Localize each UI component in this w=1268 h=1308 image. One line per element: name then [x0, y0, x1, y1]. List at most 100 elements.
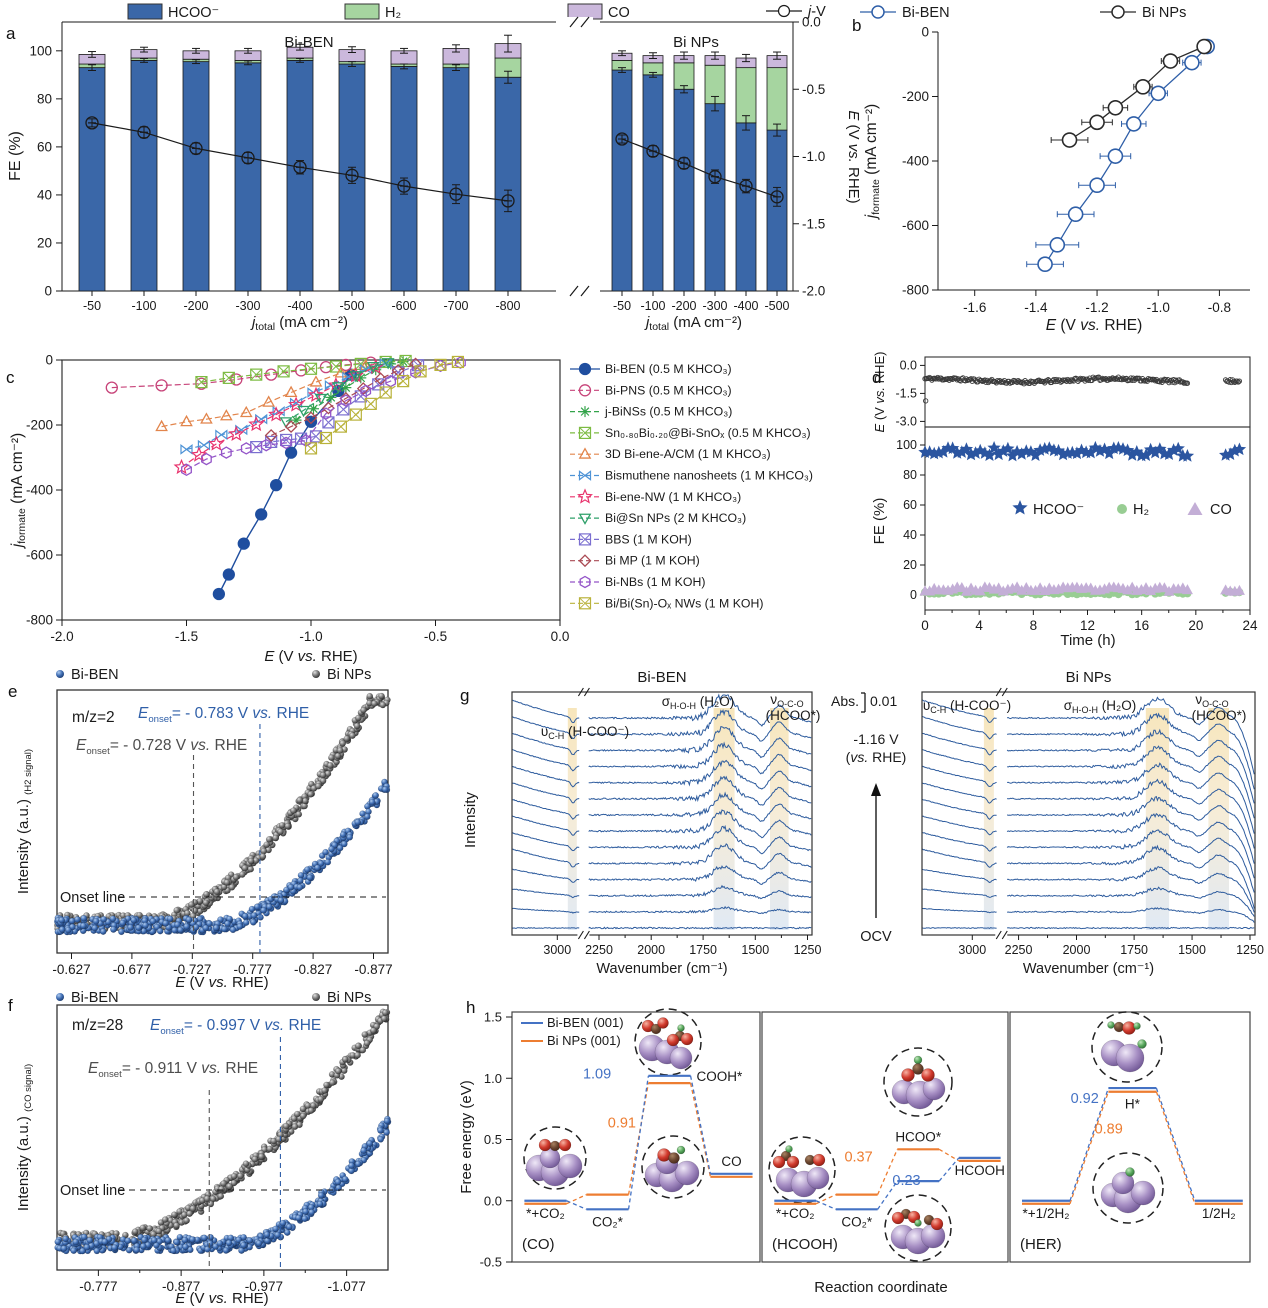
svg-text:-0.877: -0.877	[162, 1279, 200, 1294]
svg-text:Bi NPs: Bi NPs	[327, 667, 371, 683]
svg-text:0: 0	[921, 618, 929, 633]
svg-text:FE (%): FE (%)	[871, 498, 888, 545]
svg-text:3D Bi-ene-A/CM (1 M KHCO₃): 3D Bi-ene-A/CM (1 M KHCO₃)	[605, 447, 771, 461]
svg-text:Sn₀.₈₀Bi₀.₂₀@Bi-SnOₓ (0.5 M KH: Sn₀.₈₀Bi₀.₂₀@Bi-SnOₓ (0.5 M KHCO₃)	[605, 426, 811, 440]
svg-text:-200: -200	[26, 418, 53, 433]
svg-text:νO-C-O: νO-C-O	[770, 692, 803, 709]
svg-text:2250: 2250	[585, 943, 613, 957]
svg-text:-800: -800	[902, 283, 929, 298]
svg-text:-1.5: -1.5	[895, 386, 917, 400]
svg-text:-0.627: -0.627	[52, 962, 90, 977]
svg-text:Bi NPs: Bi NPs	[1142, 5, 1186, 21]
svg-text:-1.0: -1.0	[1147, 300, 1170, 315]
svg-text:Bi MP (1 M KOH): Bi MP (1 M KOH)	[605, 554, 700, 568]
svg-text:-0.5: -0.5	[802, 82, 825, 97]
svg-text:-800: -800	[26, 613, 53, 628]
panel-e-label: e	[8, 682, 18, 701]
svg-text:-3.0: -3.0	[895, 414, 917, 428]
svg-text:0.0: 0.0	[551, 629, 570, 644]
svg-text:*+1/2H₂: *+1/2H₂	[1023, 1206, 1070, 1221]
svg-text:Bi-ene-NW (1 M KHCO₃): Bi-ene-NW (1 M KHCO₃)	[605, 490, 741, 504]
svg-text:HCOO⁻: HCOO⁻	[168, 5, 219, 21]
svg-text:COOH*: COOH*	[697, 1069, 744, 1084]
panel-h-label: h	[466, 998, 476, 1017]
svg-text:j-V: j-V	[806, 4, 826, 20]
svg-text:Intensity: Intensity	[462, 792, 479, 848]
svg-text:-200: -200	[902, 89, 929, 104]
panel-g-chart: 3000 2250 2000 1750 1500 1250 Wavenumber (cm⁻¹…	[462, 669, 1264, 977]
svg-text:jtotal (mA cm⁻²): jtotal (mA cm⁻²)	[250, 314, 348, 333]
svg-text:-400: -400	[902, 154, 929, 169]
svg-text:BBS (1 M KOH): BBS (1 M KOH)	[605, 532, 692, 546]
svg-text:60: 60	[37, 139, 52, 154]
svg-text:0.89: 0.89	[1095, 1121, 1123, 1137]
panel-b-chart: 0 -200 -400 -600 -800 -1.6 -1.4 -1.2 -1.0 -0.8 E (…	[860, 5, 1250, 334]
panel-c-label: c	[6, 368, 15, 387]
svg-text:*+CO₂: *+CO₂	[526, 1206, 565, 1221]
svg-text:-1.5: -1.5	[802, 216, 825, 231]
svg-text:Bi-BEN: Bi-BEN	[71, 667, 119, 683]
panel-b-label: b	[852, 16, 862, 35]
svg-text:-50: -50	[613, 299, 631, 313]
svg-text:-400: -400	[26, 483, 53, 498]
svg-text:j-BiNSs (0.5 M KHCO₃): j-BiNSs (0.5 M KHCO₃)	[604, 405, 732, 419]
svg-text:Bi NPs: Bi NPs	[1066, 669, 1112, 686]
svg-text:1750: 1750	[689, 943, 717, 957]
legend-swatch	[127, 3, 163, 20]
svg-text:m/z=2: m/z=2	[72, 709, 115, 726]
panel-f-chart: -0.777 -0.877 -0.977 -1.077 E (V vs. RHE) Int…	[15, 990, 392, 1307]
svg-text:0.37: 0.37	[844, 1150, 872, 1166]
svg-text:HCOO*: HCOO*	[895, 1129, 942, 1144]
svg-text:1.09: 1.09	[583, 1066, 611, 1082]
svg-text:Bi/Bi(Sn)-Oₓ NWs (1 M KOH): Bi/Bi(Sn)-Oₓ NWs (1 M KOH)	[605, 596, 763, 610]
svg-text:0.01: 0.01	[870, 693, 897, 709]
svg-text:CO: CO	[721, 1154, 741, 1169]
svg-text:-2.0: -2.0	[802, 284, 825, 299]
svg-text:E (V vs. RHE): E (V vs. RHE)	[264, 648, 357, 665]
svg-text:σH-O-H (H₂O): σH-O-H (H₂O)	[662, 694, 735, 711]
svg-text:E (V vs. RHE): E (V vs. RHE)	[175, 1290, 268, 1307]
svg-text:jtotal (mA cm⁻²): jtotal (mA cm⁻²)	[644, 314, 742, 333]
svg-text:-700: -700	[443, 299, 468, 313]
svg-text:-1.6: -1.6	[963, 300, 986, 315]
svg-text:-1.16 V: -1.16 V	[853, 731, 899, 747]
svg-text:Time (h): Time (h)	[1060, 632, 1115, 649]
svg-text:-500: -500	[764, 299, 789, 313]
svg-text:(HER): (HER)	[1020, 1236, 1062, 1253]
svg-text:Eonset= - 0.997 V vs. RHE: Eonset= - 0.997 V vs. RHE	[150, 1017, 321, 1037]
svg-text:100: 100	[896, 438, 917, 452]
svg-text:Eonset= - 0.728 V vs. RHE: Eonset= - 0.728 V vs. RHE	[76, 737, 247, 757]
svg-text:m/z=28: m/z=28	[72, 1017, 123, 1034]
svg-text:Bi NPs: Bi NPs	[673, 34, 719, 51]
svg-text:-100: -100	[640, 299, 665, 313]
svg-text:Bi-PNS (0.5 M KHCO₃): Bi-PNS (0.5 M KHCO₃)	[605, 383, 732, 397]
svg-text:12: 12	[1080, 618, 1095, 633]
svg-text:(vs. RHE): (vs. RHE)	[846, 749, 907, 765]
svg-text:40: 40	[903, 528, 917, 542]
svg-text:1250: 1250	[1236, 943, 1264, 957]
svg-text:-1.5: -1.5	[175, 629, 198, 644]
svg-text:0: 0	[45, 353, 53, 368]
legend-swatch	[344, 3, 380, 20]
svg-text:0.92: 0.92	[1071, 1091, 1099, 1107]
svg-text:σH-O-H (H₂O): σH-O-H (H₂O)	[1064, 698, 1137, 715]
svg-text:-0.727: -0.727	[173, 962, 211, 977]
svg-text:-600: -600	[391, 299, 416, 313]
svg-text:-1.0: -1.0	[802, 149, 825, 164]
panel-g-label: g	[460, 686, 470, 705]
svg-text:-0.977: -0.977	[245, 1279, 283, 1294]
svg-text:FE (%): FE (%)	[7, 131, 24, 181]
svg-text:CO: CO	[608, 5, 630, 21]
svg-text:-0.777: -0.777	[234, 962, 272, 977]
svg-text:0: 0	[44, 284, 52, 299]
svg-text:-2.0: -2.0	[50, 629, 73, 644]
svg-text:Bi-BEN: Bi-BEN	[71, 990, 119, 1006]
svg-text:Intensity (a.u.) (H2 signal): Intensity (a.u.) (H2 signal)	[15, 749, 34, 894]
svg-text:υC-H (H-COO⁻): υC-H (H-COO⁻)	[923, 698, 1011, 715]
svg-text:*+CO₂: *+CO₂	[776, 1206, 815, 1221]
svg-text:-400: -400	[733, 299, 758, 313]
svg-text:Wavenumber (cm⁻¹): Wavenumber (cm⁻¹)	[1023, 961, 1154, 977]
svg-text:-1.0: -1.0	[299, 629, 322, 644]
